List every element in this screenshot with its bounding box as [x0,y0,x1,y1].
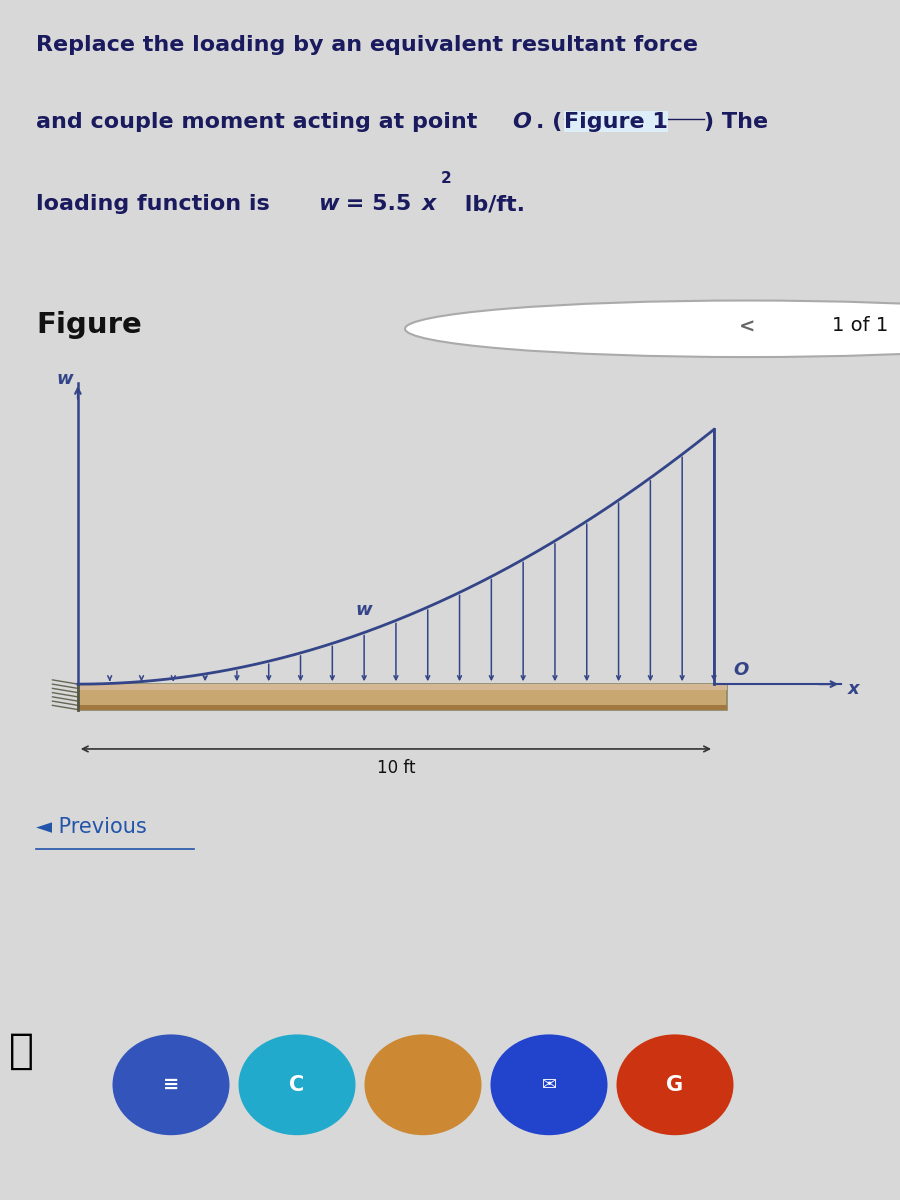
Text: w: w [57,370,74,388]
Text: Figure 1: Figure 1 [564,112,668,132]
Text: w: w [318,194,338,214]
Ellipse shape [616,1034,733,1135]
Text: lb/ft.: lb/ft. [457,194,526,214]
Text: Replace the loading by an equivalent resultant force: Replace the loading by an equivalent res… [36,35,698,55]
Ellipse shape [491,1034,608,1135]
Text: x: x [422,194,436,214]
Text: G: G [666,1075,684,1094]
Ellipse shape [364,1034,482,1135]
Bar [78,684,726,709]
Bar [78,704,726,709]
Text: w: w [356,601,373,619]
Text: Figure: Figure [36,311,142,340]
Text: 🐠: 🐠 [9,1030,34,1073]
Text: ≡: ≡ [163,1075,179,1094]
Text: = 5.5: = 5.5 [338,194,410,214]
Text: . (: . ( [536,112,562,132]
Text: and couple moment acting at point: and couple moment acting at point [36,112,485,132]
Text: x: x [848,679,860,697]
Text: ✉: ✉ [542,1075,556,1094]
Text: 1 of 1: 1 of 1 [832,316,889,335]
Text: 2: 2 [441,170,452,186]
Text: <: < [739,318,755,337]
Text: loading function is: loading function is [36,194,277,214]
Text: C: C [290,1075,304,1094]
Text: O: O [734,661,748,679]
Ellipse shape [238,1034,356,1135]
Ellipse shape [112,1034,230,1135]
Text: 10 ft: 10 ft [377,760,415,778]
Text: ) The: ) The [704,112,768,132]
Bar [78,684,726,690]
Text: O: O [512,112,531,132]
Text: ◄ Previous: ◄ Previous [36,817,147,836]
Circle shape [405,300,900,358]
